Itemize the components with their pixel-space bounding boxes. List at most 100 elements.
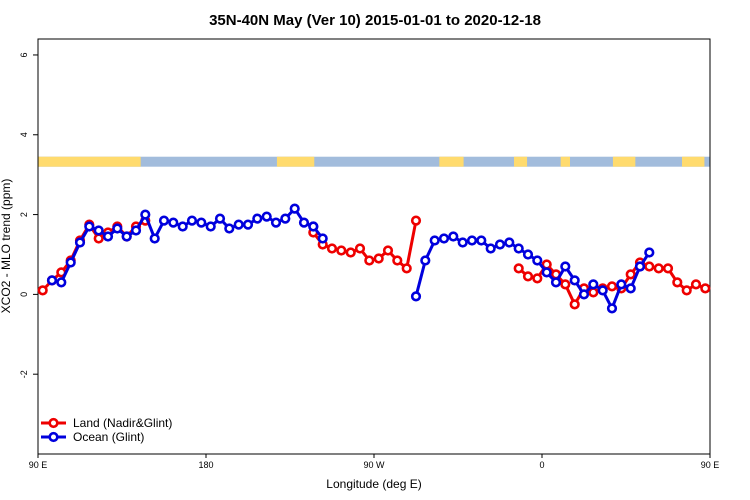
data-point — [588, 279, 599, 290]
x-tick-label: 90 E — [29, 460, 48, 470]
data-point — [298, 217, 310, 228]
data-point — [672, 277, 683, 288]
data-point — [196, 217, 207, 228]
data-point — [65, 257, 76, 268]
data-point — [186, 215, 198, 226]
y-axis: -2 0 2 4 6 — [19, 52, 38, 378]
data-point — [513, 263, 524, 274]
data-point — [438, 233, 450, 244]
data-point — [130, 225, 142, 236]
data-point — [681, 285, 692, 296]
x-tick-label: 90 W — [363, 460, 385, 470]
y-tick-label: -2 — [19, 370, 29, 378]
data-point — [392, 255, 403, 266]
x-axis: 90 E 180 90 W 0 90 E — [29, 454, 720, 470]
data-point — [102, 231, 114, 242]
data-point — [308, 221, 319, 232]
data-point — [121, 231, 132, 242]
data-point — [317, 233, 328, 244]
data-point — [466, 235, 478, 246]
y-tick-label: 6 — [19, 52, 29, 57]
data-point — [382, 245, 394, 256]
data-point — [522, 249, 534, 260]
land-band-segment — [560, 156, 570, 167]
data-point — [84, 221, 95, 232]
data-point — [280, 213, 291, 224]
legend-label: Land (Nadir&Glint) — [73, 416, 172, 430]
chart-title: 35N-40N May (Ver 10) 2015-01-01 to 2020-… — [209, 12, 541, 29]
data-point — [177, 221, 188, 232]
data-point — [522, 271, 534, 282]
y-axis-label: XCO2 - MLO trend (ppm) — [0, 179, 13, 314]
data-point — [532, 255, 543, 266]
data-point — [569, 299, 580, 310]
data-point — [606, 281, 618, 292]
data-point — [588, 287, 599, 298]
legend-swatch-marker — [48, 417, 59, 429]
data-point — [560, 279, 571, 290]
data-point — [205, 221, 216, 232]
legend-label: Ocean (Glint) — [73, 430, 144, 444]
data-point — [448, 231, 459, 242]
data-point — [494, 239, 506, 250]
data-point — [93, 233, 104, 244]
data-point — [56, 277, 67, 288]
data-point — [606, 303, 618, 314]
data-point — [634, 261, 646, 272]
x-tick-label: 180 — [198, 460, 213, 470]
data-point — [550, 277, 562, 288]
data-point — [354, 243, 366, 254]
data-point — [625, 283, 636, 294]
ocean-band — [38, 156, 710, 167]
land-band-segment — [276, 156, 315, 167]
landmask-band — [38, 156, 710, 167]
data-point — [74, 237, 86, 248]
data-point — [532, 273, 543, 284]
data-point — [112, 223, 123, 234]
data-point — [429, 235, 440, 246]
data-point — [326, 243, 338, 254]
data-point — [569, 275, 580, 286]
data-point — [373, 253, 384, 264]
data-point — [345, 247, 356, 258]
data-point — [261, 211, 272, 222]
data-point — [410, 215, 422, 226]
plot-frame — [37, 38, 711, 455]
data-point — [420, 255, 431, 266]
legend-swatch-marker — [48, 431, 59, 443]
data-point — [242, 219, 254, 230]
y-tick-label: 4 — [19, 132, 29, 137]
land-band-segment — [612, 156, 636, 167]
data-point — [224, 223, 235, 234]
y-tick-label: 2 — [19, 212, 29, 217]
data-point — [625, 269, 636, 280]
data-point — [690, 279, 702, 290]
data-point — [644, 247, 655, 258]
data-point — [46, 275, 58, 286]
data-point — [336, 245, 347, 256]
x-axis-label: Longitude (deg E) — [326, 477, 421, 491]
data-point — [644, 261, 655, 272]
data-point — [700, 283, 711, 294]
land-band-segment — [682, 156, 705, 167]
data-point — [168, 217, 179, 228]
data-point — [485, 243, 496, 254]
data-point — [270, 217, 282, 228]
data-point — [541, 267, 552, 278]
data-point — [252, 213, 263, 224]
data-point — [401, 263, 412, 274]
x-tick-label: 90 E — [701, 460, 720, 470]
data-point — [560, 261, 571, 272]
data-point — [289, 203, 300, 214]
data-point — [457, 237, 468, 248]
data-point — [149, 233, 160, 244]
data-point — [597, 285, 608, 296]
data-point — [158, 215, 170, 226]
data-point — [662, 263, 674, 274]
series-ocean — [46, 203, 655, 314]
data-point — [513, 243, 524, 254]
data-point — [616, 279, 627, 290]
data-point — [653, 263, 664, 274]
data-point — [140, 209, 151, 220]
